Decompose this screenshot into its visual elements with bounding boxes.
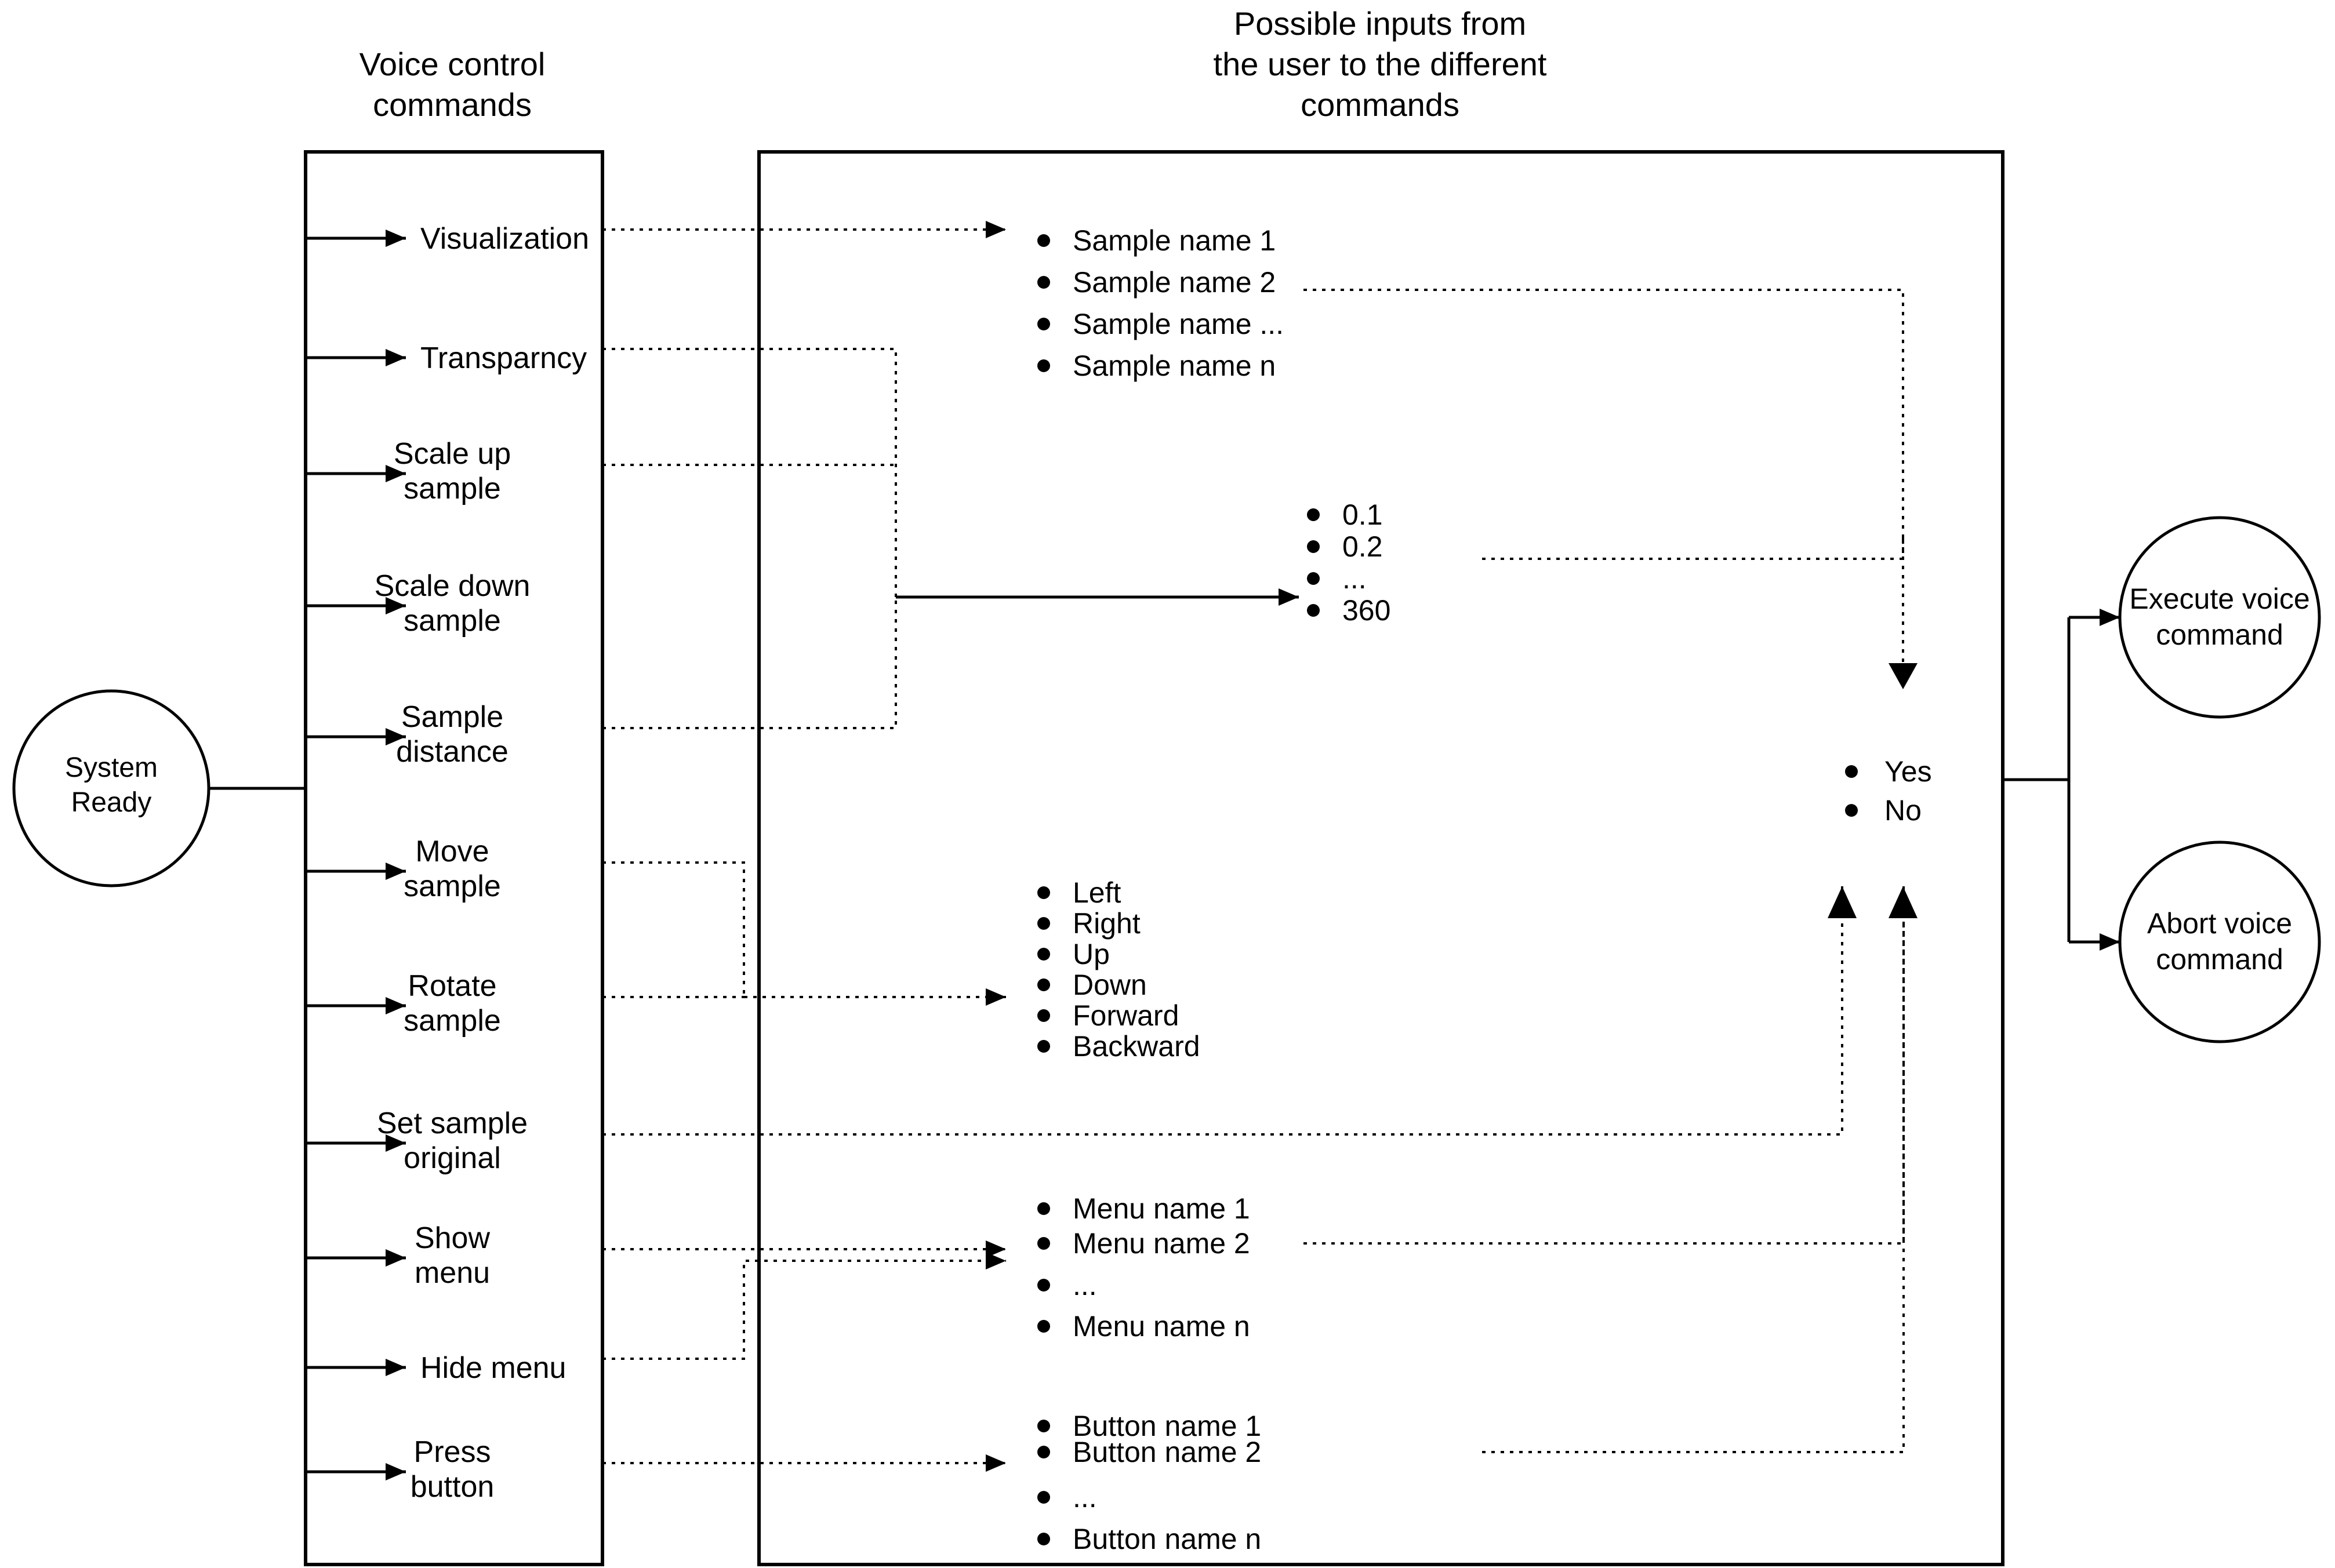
svg-text:commands: commands [1301,86,1459,123]
svg-text:No: No [1884,794,1922,827]
svg-text:Transparncy: Transparncy [420,341,587,375]
svg-text:Voice control: Voice control [359,46,546,82]
svg-text:Sample name 1: Sample name 1 [1073,224,1276,257]
svg-text:Sample name n: Sample name n [1073,350,1276,382]
svg-text:Sample: Sample [401,700,503,734]
svg-text:Scale down: Scale down [375,569,531,603]
svg-text:Set sample: Set sample [377,1107,528,1140]
svg-text:sample: sample [404,604,501,638]
svg-text:menu: menu [415,1256,490,1290]
svg-text:Forward: Forward [1073,999,1179,1032]
svg-text:sample: sample [404,472,501,505]
svg-text:0.1: 0.1 [1342,499,1383,531]
svg-text:Button name 2: Button name 2 [1073,1436,1261,1468]
svg-text:Scale up: Scale up [394,437,511,471]
svg-text:Down: Down [1073,969,1147,1001]
svg-text:Hide menu: Hide menu [420,1351,566,1385]
svg-text:distance: distance [396,735,509,769]
svg-text:...: ... [1073,1269,1097,1301]
svg-text:Visualization: Visualization [420,222,589,256]
svg-text:...: ... [1073,1481,1097,1514]
svg-text:Press: Press [414,1435,491,1469]
svg-text:Menu name n: Menu name n [1073,1310,1250,1343]
svg-text:Possible inputs from: Possible inputs from [1234,5,1526,42]
svg-text:Button name n: Button name n [1073,1523,1261,1555]
svg-text:Right: Right [1073,907,1141,940]
svg-text:Yes: Yes [1884,755,1932,788]
svg-text:Ready: Ready [71,787,152,818]
svg-text:Menu name 1: Menu name 1 [1073,1192,1250,1225]
svg-text:original: original [404,1141,501,1175]
svg-text:System: System [65,752,158,783]
svg-text:Menu name 2: Menu name 2 [1073,1227,1250,1260]
svg-text:Abort voice: Abort voice [2147,907,2292,940]
svg-text:Sample name 2: Sample name 2 [1073,266,1276,299]
svg-text:Show: Show [415,1221,491,1255]
svg-text:360: 360 [1342,594,1390,627]
svg-text:sample: sample [404,870,501,903]
svg-text:command: command [2156,619,2283,651]
svg-text:sample: sample [404,1004,501,1038]
svg-text:button: button [411,1470,495,1504]
svg-text:Backward: Backward [1073,1030,1200,1063]
svg-text:...: ... [1342,562,1367,595]
svg-text:Left: Left [1073,876,1121,909]
svg-text:the user to the different: the user to the different [1214,46,1547,82]
svg-text:Move: Move [415,835,489,868]
svg-text:Up: Up [1073,938,1110,970]
svg-text:commands: commands [373,86,532,123]
svg-text:Sample name ...: Sample name ... [1073,308,1284,340]
svg-text:0.2: 0.2 [1342,530,1383,563]
svg-text:command: command [2156,943,2283,976]
svg-text:Execute voice: Execute voice [2129,583,2309,615]
svg-text:Rotate: Rotate [408,969,496,1003]
